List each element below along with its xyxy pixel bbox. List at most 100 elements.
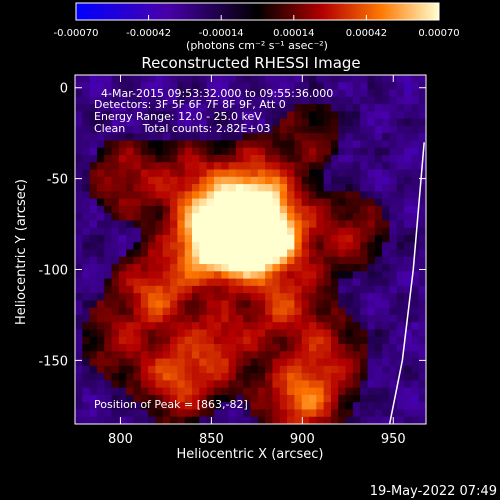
heatmap-cell <box>279 387 288 396</box>
heatmap-cell <box>177 176 186 185</box>
heatmap-cell <box>162 154 171 163</box>
heatmap-cell <box>213 89 222 98</box>
heatmap-cell <box>228 191 237 200</box>
heatmap-cell <box>104 278 113 287</box>
heatmap-cell <box>148 322 157 331</box>
heatmap-cell <box>360 314 369 323</box>
heatmap-cell <box>89 198 98 207</box>
heatmap-cell <box>170 358 178 367</box>
heatmap-cell <box>228 154 237 163</box>
heatmap-cell <box>221 402 230 411</box>
heatmap-cell <box>323 140 332 149</box>
heatmap-cell <box>235 271 244 280</box>
heatmap-cell <box>192 293 200 301</box>
heatmap-cell <box>184 96 193 105</box>
heatmap-cell <box>170 125 178 134</box>
heatmap-cell <box>111 234 120 243</box>
heatmap-cell <box>418 264 426 272</box>
heatmap-cell <box>374 300 383 309</box>
heatmap-cell <box>360 293 369 301</box>
heatmap-cell <box>206 380 215 389</box>
heatmap-cell <box>352 394 361 403</box>
heatmap-cell <box>257 75 266 83</box>
heatmap-cell <box>82 307 91 316</box>
heatmap-cell <box>228 329 237 338</box>
heatmap-cell <box>104 82 113 91</box>
heatmap-cell <box>192 380 200 389</box>
heatmap-cell <box>257 322 266 331</box>
heatmap-cell <box>243 176 252 185</box>
heatmap-cell <box>82 213 91 222</box>
heatmap-cell <box>330 344 339 352</box>
heatmap-cell <box>170 96 178 105</box>
heatmap-cell <box>243 387 252 396</box>
heatmap-cell <box>155 133 164 142</box>
heatmap-cell <box>192 322 200 331</box>
heatmap-cell <box>265 322 274 331</box>
heatmap-cell <box>389 191 398 200</box>
heatmap-cell <box>89 227 98 236</box>
heatmap-cell <box>345 322 354 331</box>
heatmap-cell <box>250 416 259 424</box>
heatmap-cell <box>316 82 325 91</box>
heatmap-cell <box>404 373 412 381</box>
heatmap-cell <box>235 220 244 229</box>
heatmap-cell <box>243 220 252 229</box>
heatmap-cell <box>206 220 215 229</box>
heatmap-cell <box>330 380 339 389</box>
heatmap-cell <box>323 96 332 105</box>
heatmap-cell <box>309 271 317 280</box>
heatmap-cell <box>309 293 317 301</box>
heatmap-cell <box>382 293 391 301</box>
heatmap-cell <box>75 344 83 352</box>
heatmap-cell <box>294 75 303 83</box>
heatmap-cell <box>170 351 178 360</box>
heatmap-cell <box>330 336 339 345</box>
heatmap-cell <box>338 205 347 214</box>
heatmap-cell <box>418 133 426 142</box>
heatmap-cell <box>89 133 98 142</box>
heatmap-cell <box>140 329 149 338</box>
heatmap-cell <box>367 89 376 98</box>
heatmap-cell <box>126 140 135 149</box>
heatmap-cell <box>265 111 274 120</box>
heatmap-cell <box>148 220 157 229</box>
heatmap-cell <box>206 213 215 222</box>
heatmap-cell <box>243 213 252 222</box>
heatmap-cell <box>382 104 391 112</box>
heatmap-cell <box>111 285 120 294</box>
heatmap-cell <box>367 278 376 287</box>
heatmap-cell <box>396 89 405 98</box>
heatmap-cell <box>279 402 288 411</box>
heatmap-cell <box>148 264 157 272</box>
heatmap-cell <box>411 322 420 331</box>
heatmap-cell <box>170 184 178 192</box>
heatmap-cell <box>352 358 361 367</box>
heatmap-cell <box>199 322 208 331</box>
heatmap-cell <box>294 402 303 411</box>
heatmap-cell <box>294 227 303 236</box>
heatmap-cell <box>118 96 127 105</box>
heatmap-cell <box>360 387 369 396</box>
heatmap-cell <box>301 118 310 127</box>
heatmap-cell <box>250 227 259 236</box>
heatmap-cell <box>404 133 412 142</box>
heatmap-cell <box>411 118 420 127</box>
heatmap-cell <box>243 89 252 98</box>
heatmap-cell <box>111 154 120 163</box>
heatmap-cell <box>192 373 200 381</box>
heatmap-cell <box>294 278 303 287</box>
heatmap-cell <box>389 118 398 127</box>
heatmap-cell <box>155 140 164 149</box>
heatmap-cell <box>323 293 332 301</box>
heatmap-cell <box>82 162 91 171</box>
heatmap-cell <box>199 256 208 265</box>
heatmap-cell <box>111 140 120 149</box>
heatmap-cell <box>162 133 171 142</box>
heatmap-cell <box>418 285 426 294</box>
heatmap-cell <box>213 213 222 222</box>
heatmap-cell <box>96 300 105 309</box>
heatmap-cell <box>301 256 310 265</box>
heatmap-cell <box>82 402 91 411</box>
heatmap-cell <box>279 198 288 207</box>
